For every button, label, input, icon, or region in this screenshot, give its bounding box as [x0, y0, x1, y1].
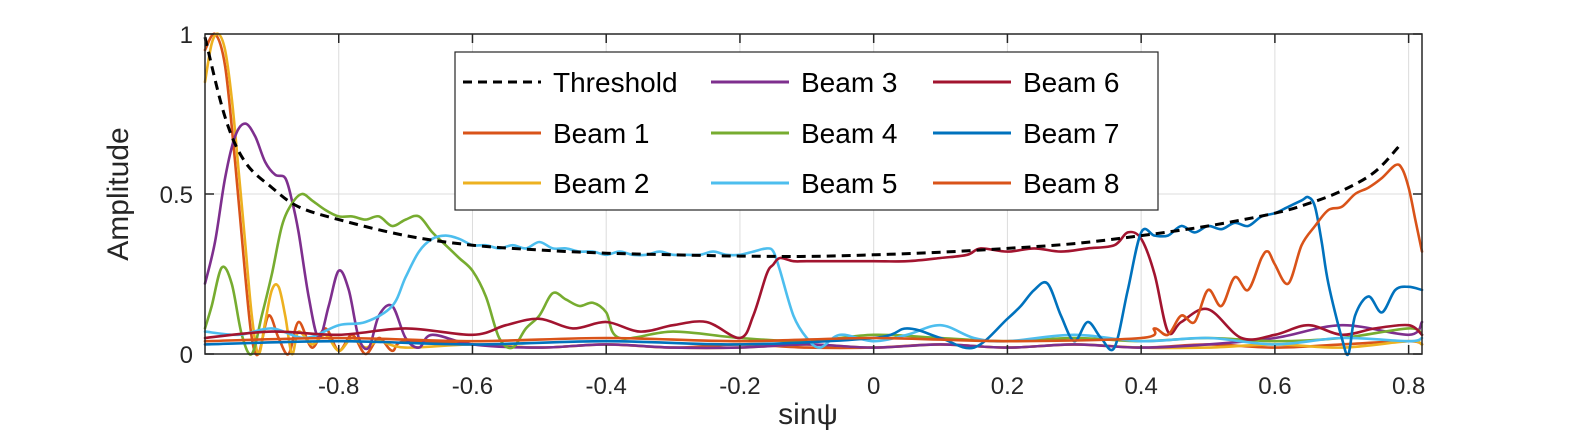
ticks	[205, 33, 1422, 355]
x-axis-label: sinψ	[778, 398, 838, 431]
x-tick-label: 0.2	[991, 373, 1024, 400]
y-tick-label: 0	[180, 342, 193, 369]
x-tick-label: 0.6	[1258, 373, 1291, 400]
legend-label: Beam 7	[1023, 118, 1120, 149]
x-tick-label: 0	[867, 373, 880, 400]
tick-labels: -0.8 -0.6 -0.4 -0.2 0 0.2 0.4 0.6 0.8 0 0.5 1	[160, 22, 1426, 400]
series-line-beam-8	[203, 163, 1424, 343]
series-line-beam-7	[203, 195, 1424, 357]
y-tick-label: 0.5	[160, 182, 193, 209]
x-tick-label: 0.4	[1124, 373, 1157, 400]
y-axis-label: Amplitude	[102, 127, 135, 260]
legend-label: Beam 5	[801, 168, 898, 199]
x-tick-label: -0.4	[586, 373, 627, 400]
x-tick-label: 0.8	[1392, 373, 1425, 400]
legend-label: Beam 4	[801, 118, 898, 149]
x-tick-label: -0.2	[719, 373, 760, 400]
x-tick-label: -0.8	[318, 373, 359, 400]
legend-label: Threshold	[553, 67, 678, 98]
plot-series	[203, 32, 1424, 357]
legend-label: Beam 3	[801, 67, 898, 98]
legend-label: Beam 2	[553, 168, 650, 199]
legend: Threshold Beam 1 Beam 2 Beam 3 Beam 4 Beam 5 B…	[454, 51, 1159, 211]
legend-label: Beam 1	[553, 118, 650, 149]
legend-label: Beam 6	[1023, 67, 1120, 98]
series-line-beam-3	[203, 122, 1424, 351]
legend-box	[454, 51, 1159, 211]
series-line-beam-6	[203, 230, 1424, 341]
legend-label: Beam 8	[1023, 168, 1120, 199]
series-line-threshold	[203, 36, 1404, 258]
x-tick-label: -0.6	[452, 373, 493, 400]
y-tick-label: 1	[180, 22, 193, 49]
